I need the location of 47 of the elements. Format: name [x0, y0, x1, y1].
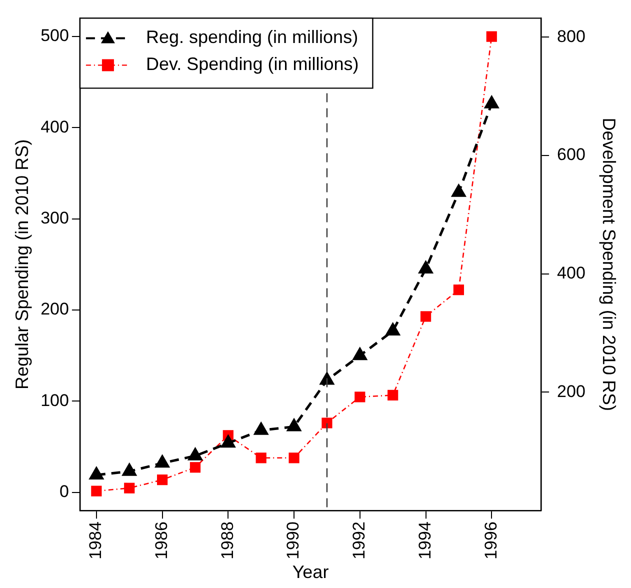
y2-tick-label: 600 [557, 145, 586, 164]
y-tick-label: 400 [40, 117, 69, 136]
point [88, 466, 104, 480]
point [453, 284, 464, 296]
point [484, 94, 500, 108]
point [418, 260, 434, 274]
x-tick-label: 1996 [481, 522, 500, 560]
y-axis-title: Regular Spending (in 2010 RS) [12, 139, 32, 390]
y-tick-label: 0 [59, 482, 69, 502]
point [288, 452, 300, 464]
point [352, 346, 368, 360]
x-tick-label: 1990 [284, 522, 303, 560]
point [190, 462, 201, 473]
point [322, 418, 332, 428]
point [253, 421, 269, 435]
point [154, 454, 170, 468]
point [124, 482, 135, 494]
x-axis-title: Year [292, 562, 329, 582]
point [450, 183, 466, 197]
y-tick-label: 300 [40, 208, 69, 228]
point [319, 371, 335, 385]
y2-tick-label: 200 [557, 382, 586, 401]
point [486, 31, 497, 42]
point [256, 452, 266, 464]
x-tick-label: 1994 [415, 522, 434, 560]
x-tick-label: 1992 [350, 522, 369, 560]
y-tick-label: 100 [40, 390, 69, 410]
legend-label: Reg. spending (in millions) [146, 27, 358, 48]
legend-label: Dev. Spending (in millions) [146, 54, 359, 74]
point [187, 446, 204, 460]
y-tick-label: 200 [40, 300, 69, 319]
point [388, 390, 398, 400]
point [354, 392, 366, 402]
point [385, 322, 401, 336]
point [286, 418, 302, 432]
point [156, 474, 168, 486]
y-tick-label: 500 [40, 26, 69, 46]
point [220, 434, 236, 448]
y2-tick-label: 800 [557, 26, 586, 46]
x-tick-label: 1988 [218, 522, 237, 560]
y2-tick-label: 400 [557, 264, 586, 283]
y2-axis-title: Development Spending (in 2010 RS) [599, 118, 620, 411]
x-tick-label: 1984 [86, 522, 106, 560]
point [122, 462, 138, 476]
x-tick-label: 1986 [152, 522, 171, 560]
point [420, 311, 432, 322]
point [91, 486, 102, 496]
